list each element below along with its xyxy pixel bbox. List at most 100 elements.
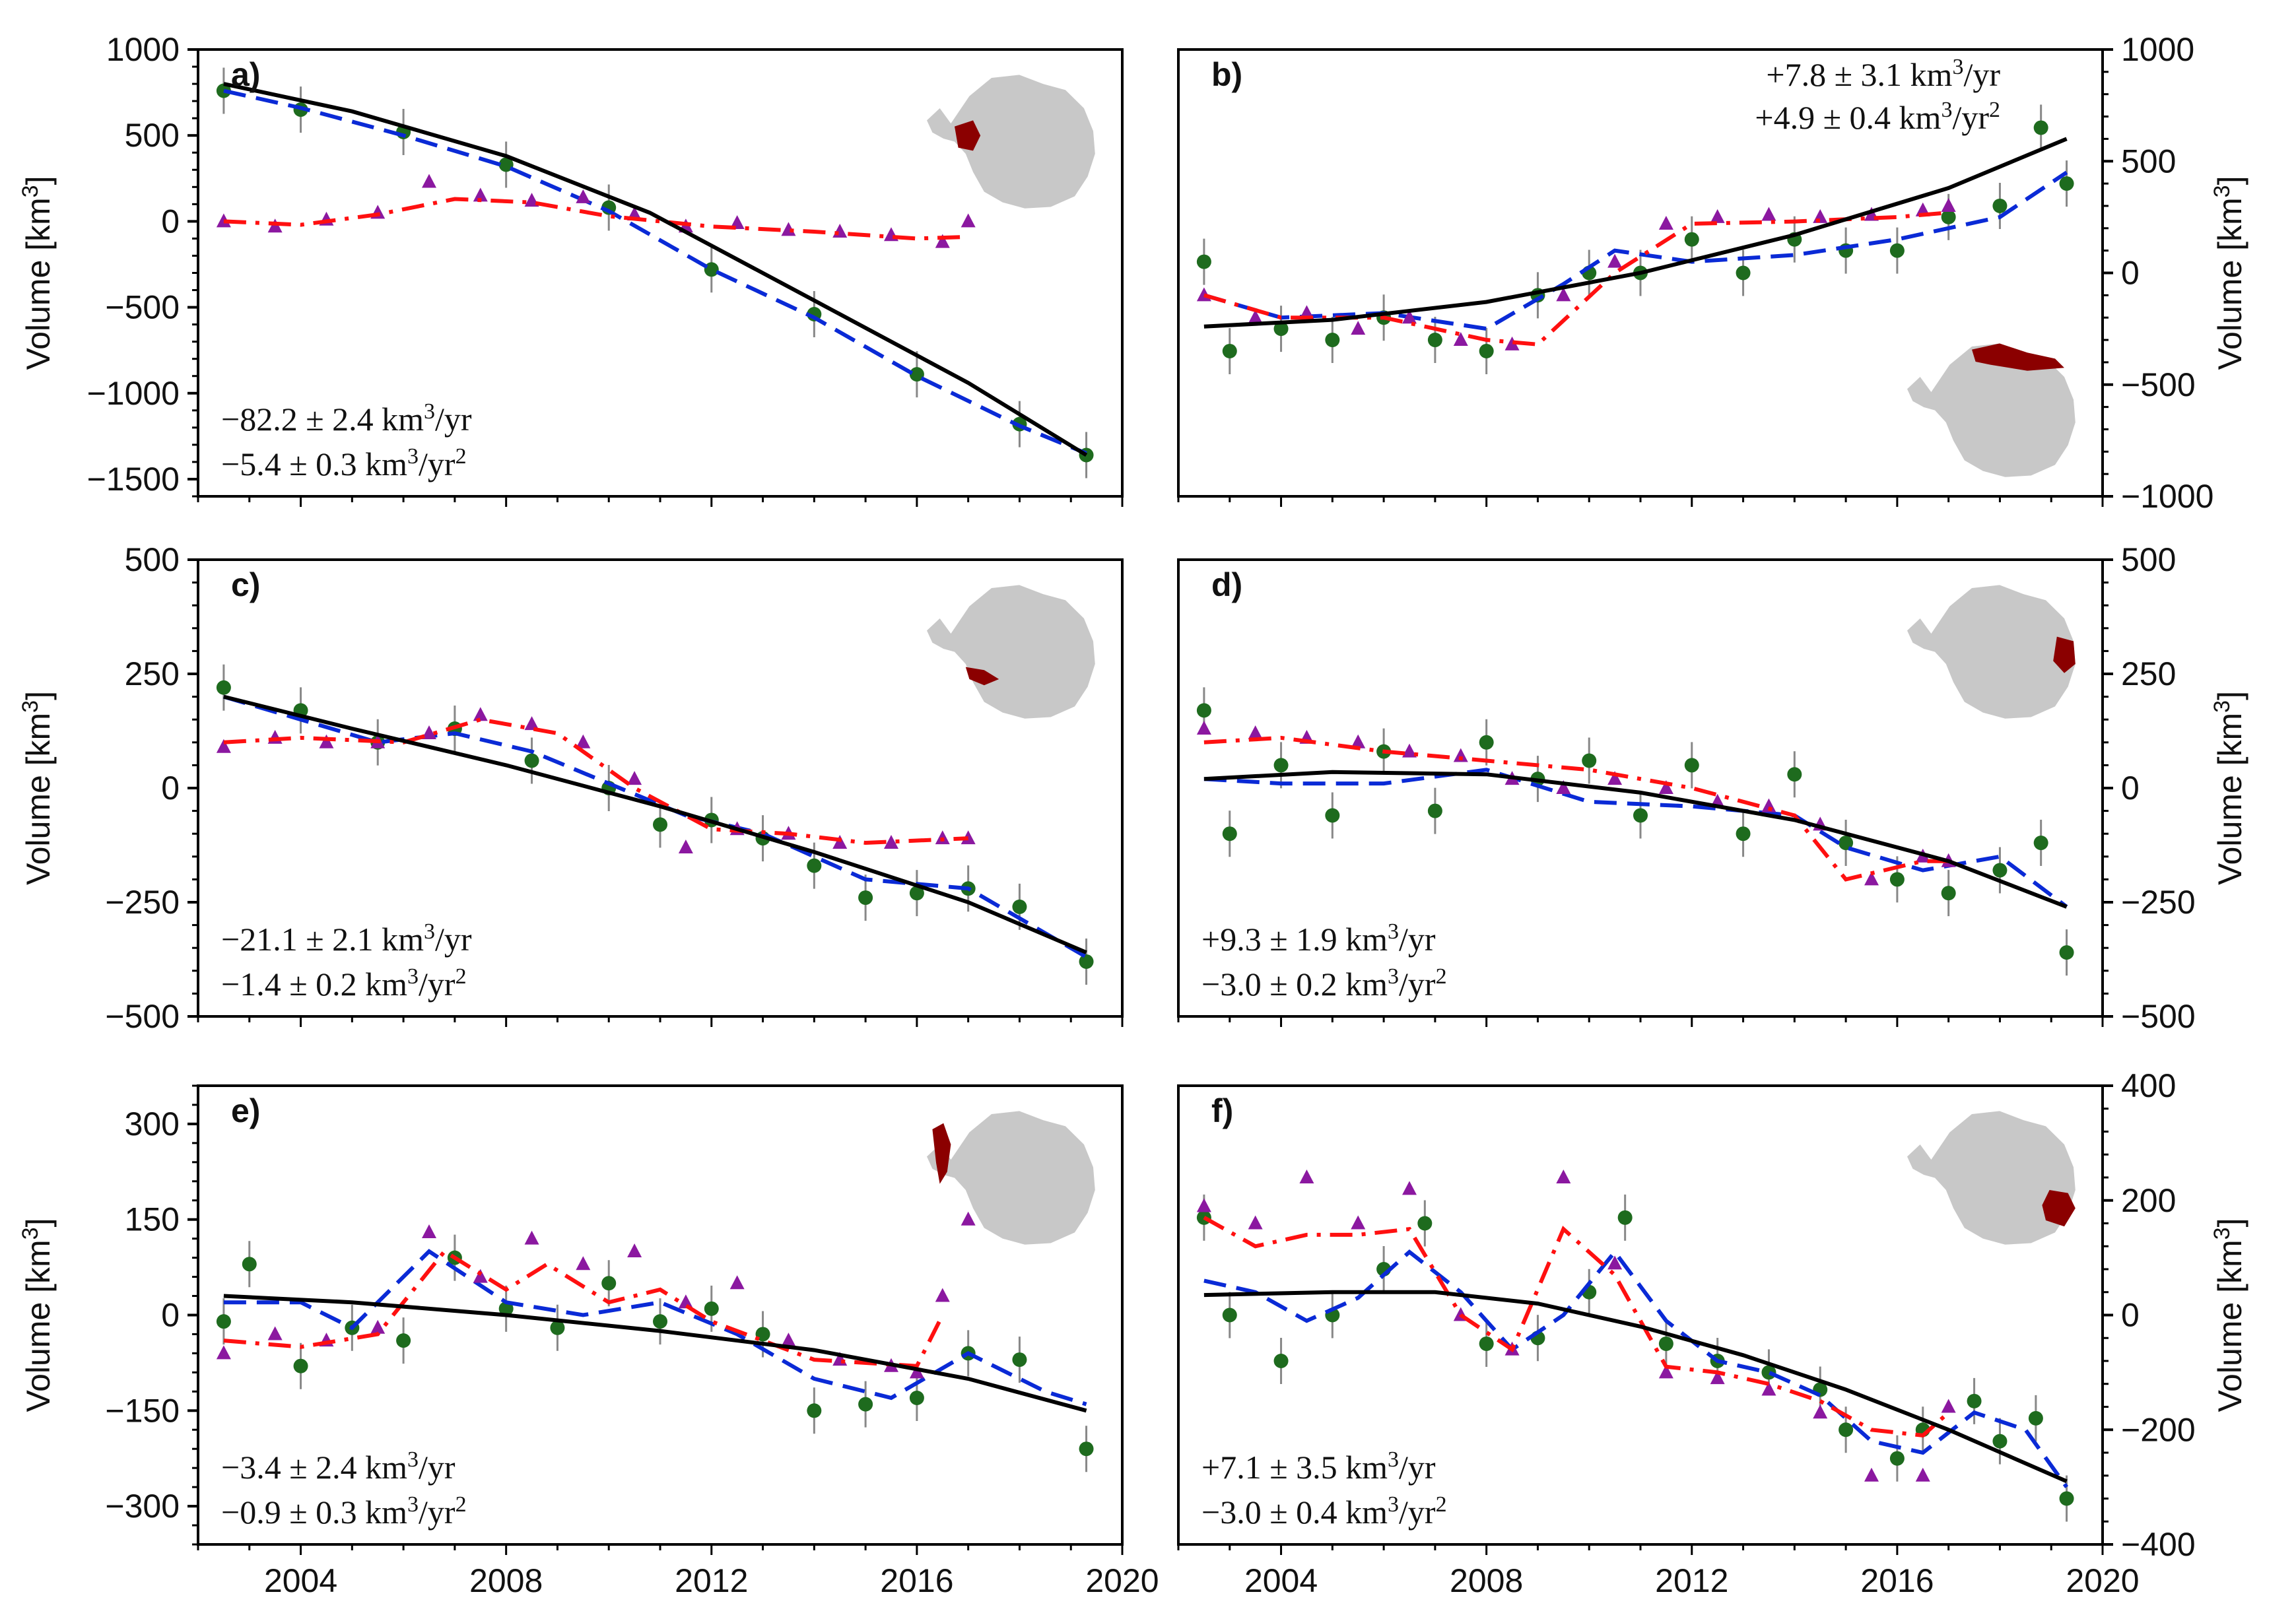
altimetry-triangle: [1813, 209, 1828, 223]
grace-point: [1617, 1210, 1633, 1225]
altimetry-triangle: [1248, 1215, 1263, 1230]
rate-annotation-acceleration: −3.0 ± 0.4 km3​/yr2​: [1201, 1492, 1447, 1531]
altimetry-triangle: [370, 1319, 386, 1334]
altimetry-triangle: [909, 1364, 924, 1379]
region-highlight: [965, 667, 999, 686]
altimetry-triangle: [1351, 1215, 1366, 1230]
antarctica-shape: [1907, 585, 2076, 719]
panel-a: 1000 500 0 −500 −1000 −1500 Volume [km3​] a) −82…: [18, 31, 1124, 507]
rate-annotation-acceleration: −5.4 ± 0.3 km3​/yr2​: [221, 444, 467, 482]
rate-annotation-linear: +7.8 ± 3.1 km3​/yr: [1766, 55, 2000, 93]
grace-point: [1684, 758, 1699, 773]
altimetry-triangle: [729, 215, 745, 229]
y-tick-label: −300: [105, 1488, 180, 1525]
grace-point: [1012, 899, 1027, 914]
y-tick-label: 150: [125, 1201, 180, 1238]
grace-point: [2059, 945, 2074, 960]
panel-c: 500 250 0 −250 −500 Volume [km3​] c) −21.1 ± 2.…: [18, 541, 1124, 1035]
altimetry-triangle: [1453, 748, 1468, 762]
grace-point: [498, 1301, 514, 1316]
panel-d: 500 250 0 −250 −500 Volume [km3​] d) +9.3 ± 1.9…: [1177, 541, 2248, 1035]
grace-point: [1012, 1352, 1027, 1368]
y-axis-title: Volume [km3​]: [18, 691, 57, 885]
y-tick-label: −150: [105, 1392, 180, 1429]
grace-point: [858, 1397, 873, 1412]
fit-line: [223, 1294, 1087, 1413]
y-tick-label: −250: [105, 884, 180, 921]
panel-label: b): [1211, 56, 1242, 93]
altimetry-triangle: [1351, 734, 1366, 748]
altimetry-triangle: [627, 771, 642, 785]
grace-point: [1222, 1307, 1237, 1323]
grace-point: [1479, 735, 1494, 750]
grace-point: [1967, 1393, 1982, 1408]
region-highlight: [2042, 1190, 2076, 1227]
grace-point: [1633, 808, 1648, 823]
altimetry-triangle: [1941, 197, 1956, 212]
altimetry-triangle: [1761, 1381, 1776, 1396]
antarctica-shape: [927, 585, 1095, 719]
y-tick-label: 1000: [106, 31, 180, 68]
altimetry-triangle: [832, 835, 848, 849]
grace-point: [1427, 803, 1442, 818]
altimetry-triangle: [216, 739, 231, 753]
antarctica-shape: [927, 1111, 1095, 1245]
inset-map-totten: [1907, 1111, 2076, 1245]
rate-annotation-linear: −82.2 ± 2.4 km3​/yr: [221, 399, 472, 438]
grace-point: [1273, 1354, 1289, 1368]
altimetry-triangle: [524, 193, 539, 207]
y-tick-label: 0: [161, 203, 180, 240]
altimetry-triangle: [1813, 1404, 1828, 1419]
inset-map-getz: [927, 585, 1095, 719]
grace-point: [2059, 176, 2074, 191]
y-tick-label: 500: [2121, 143, 2176, 180]
fit-line: [1203, 770, 2068, 909]
altimetry-triangle: [1453, 332, 1468, 347]
altimetry-triangle: [1196, 721, 1211, 735]
altimetry-triangle: [1248, 725, 1263, 739]
rate-annotation-linear: −3.4 ± 2.4 km3​/yr: [221, 1447, 456, 1486]
altimetry-triangle: [524, 1230, 539, 1245]
x-tick-label: 2004: [1244, 1562, 1318, 1599]
altimetry-triangle: [678, 1294, 693, 1309]
altimetry-triangle: [1761, 798, 1776, 812]
grace-point: [1889, 243, 1905, 258]
altimetry-triangle: [1607, 1255, 1623, 1270]
red_model-line: [1203, 735, 1949, 882]
x-tick-label: 2020: [1085, 1562, 1159, 1599]
y-tick-label: 0: [161, 770, 180, 807]
grace-point: [1079, 1441, 1094, 1457]
x-tick-label: 2012: [675, 1562, 748, 1599]
y-axis-title: Volume [km3​]: [18, 1218, 57, 1412]
series-group: [216, 67, 1094, 479]
y-tick-label: 500: [125, 541, 180, 578]
inset-map-wilkes: [1907, 585, 2076, 719]
red_model-line: [223, 717, 968, 845]
panel-b: 1000 500 0 −500 −1000 Volume [km3​] b) +7.8 ± 3…: [1177, 31, 2248, 515]
altimetry-triangle: [1710, 1370, 1725, 1385]
altimetry-triangle: [1607, 771, 1623, 785]
grace-point: [601, 1276, 617, 1291]
altimetry-triangle: [627, 1243, 642, 1257]
altimetry-triangle: [935, 1288, 950, 1302]
altimetry-triangle: [1658, 1364, 1673, 1379]
y-tick-label: 0: [2121, 770, 2140, 807]
blue_model-line: [223, 1249, 1087, 1406]
y-tick-label: 500: [2121, 541, 2176, 578]
altimetry-triangle: [1864, 1467, 1879, 1482]
altimetry-triangle: [473, 707, 488, 721]
antarctica-shape: [1907, 1111, 2076, 1245]
grace-point: [1992, 198, 2008, 213]
y-tick-label: 300: [125, 1106, 180, 1142]
altimetry-triangle: [216, 1345, 231, 1360]
rate-annotation-acceleration: −1.4 ± 0.2 km3​/yr2​: [221, 964, 467, 1003]
panel-label: a): [231, 56, 260, 93]
panel-label: d): [1211, 566, 1242, 603]
y-axis-title: Volume [km3​]: [2210, 176, 2248, 370]
altimetry-triangle: [884, 835, 898, 849]
fit-line: [223, 82, 1088, 457]
altimetry-triangle: [935, 234, 950, 248]
y-tick-label: 0: [161, 1297, 180, 1334]
red_model-line: [1203, 211, 1949, 347]
region-highlight: [2053, 636, 2076, 673]
